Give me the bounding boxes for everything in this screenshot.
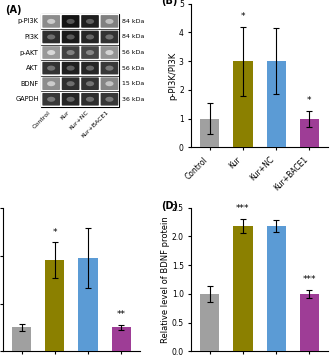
Text: (B): (B) <box>162 0 178 6</box>
Ellipse shape <box>86 50 94 55</box>
FancyBboxPatch shape <box>81 77 99 90</box>
FancyBboxPatch shape <box>62 31 79 43</box>
FancyBboxPatch shape <box>101 31 118 43</box>
FancyBboxPatch shape <box>81 62 99 75</box>
FancyBboxPatch shape <box>81 15 99 28</box>
Bar <box>266 226 286 351</box>
FancyBboxPatch shape <box>101 15 118 28</box>
FancyBboxPatch shape <box>42 62 60 75</box>
FancyBboxPatch shape <box>81 93 99 105</box>
Ellipse shape <box>47 66 55 71</box>
Text: (D): (D) <box>162 201 178 211</box>
Ellipse shape <box>86 97 94 102</box>
FancyBboxPatch shape <box>101 62 118 75</box>
FancyBboxPatch shape <box>101 93 118 105</box>
FancyBboxPatch shape <box>62 77 79 90</box>
FancyBboxPatch shape <box>62 46 79 59</box>
Bar <box>233 226 253 351</box>
Text: 15 kDa: 15 kDa <box>122 81 144 86</box>
FancyBboxPatch shape <box>42 46 60 59</box>
Text: 84 kDa: 84 kDa <box>122 34 144 39</box>
Ellipse shape <box>105 34 114 39</box>
Ellipse shape <box>47 81 55 86</box>
Y-axis label: p-PI3K/PI3K: p-PI3K/PI3K <box>168 51 177 99</box>
Bar <box>41 29 119 45</box>
Text: ***: *** <box>236 204 250 213</box>
FancyBboxPatch shape <box>81 31 99 43</box>
FancyBboxPatch shape <box>62 15 79 28</box>
Text: 84 kDa: 84 kDa <box>122 19 144 24</box>
Text: (A): (A) <box>5 5 21 15</box>
Text: BDNF: BDNF <box>21 81 39 87</box>
Text: GAPDH: GAPDH <box>15 96 39 102</box>
FancyBboxPatch shape <box>42 77 60 90</box>
Bar <box>45 261 65 351</box>
Text: AKT: AKT <box>26 65 39 71</box>
Bar <box>41 60 119 76</box>
Text: 36 kDa: 36 kDa <box>122 97 144 102</box>
Text: Control: Control <box>31 110 51 130</box>
Text: p-PI3K: p-PI3K <box>18 18 39 24</box>
Ellipse shape <box>105 50 114 55</box>
Bar <box>200 119 219 147</box>
Bar <box>41 76 119 92</box>
Ellipse shape <box>86 19 94 24</box>
Bar <box>12 328 31 351</box>
Bar <box>112 328 131 351</box>
Ellipse shape <box>67 34 75 39</box>
FancyBboxPatch shape <box>42 15 60 28</box>
Y-axis label: Relative level of BDNF protein: Relative level of BDNF protein <box>161 216 170 343</box>
Ellipse shape <box>105 66 114 71</box>
Bar <box>78 258 98 351</box>
FancyBboxPatch shape <box>81 46 99 59</box>
FancyBboxPatch shape <box>101 46 118 59</box>
Bar <box>300 294 319 351</box>
Bar <box>200 294 219 351</box>
Text: 56 kDa: 56 kDa <box>122 66 144 71</box>
Text: Kur: Kur <box>60 110 71 121</box>
Ellipse shape <box>67 81 75 86</box>
Bar <box>41 92 119 107</box>
Bar <box>266 61 286 147</box>
Ellipse shape <box>67 66 75 71</box>
Text: *: * <box>53 228 57 237</box>
Ellipse shape <box>86 81 94 86</box>
Text: **: ** <box>117 310 126 319</box>
Ellipse shape <box>67 97 75 102</box>
Bar <box>41 13 119 29</box>
Ellipse shape <box>86 66 94 71</box>
Text: p-AKT: p-AKT <box>20 50 39 55</box>
Ellipse shape <box>67 19 75 24</box>
Bar <box>233 61 253 147</box>
Ellipse shape <box>47 97 55 102</box>
Text: Kur+NC: Kur+NC <box>69 110 90 131</box>
Ellipse shape <box>47 19 55 24</box>
Ellipse shape <box>105 81 114 86</box>
Text: ***: *** <box>303 275 316 284</box>
Text: *: * <box>241 12 245 21</box>
FancyBboxPatch shape <box>62 62 79 75</box>
Bar <box>300 119 319 147</box>
Ellipse shape <box>86 34 94 39</box>
Text: Kur+BACE1: Kur+BACE1 <box>80 110 110 139</box>
Text: 56 kDa: 56 kDa <box>122 50 144 55</box>
FancyBboxPatch shape <box>62 93 79 105</box>
Ellipse shape <box>67 50 75 55</box>
Ellipse shape <box>105 97 114 102</box>
FancyBboxPatch shape <box>101 77 118 90</box>
Bar <box>41 13 119 107</box>
Ellipse shape <box>47 50 55 55</box>
Text: *: * <box>307 96 312 105</box>
Ellipse shape <box>47 34 55 39</box>
Ellipse shape <box>105 19 114 24</box>
Text: PI3K: PI3K <box>24 34 39 40</box>
FancyBboxPatch shape <box>42 31 60 43</box>
FancyBboxPatch shape <box>42 93 60 105</box>
Bar <box>41 45 119 60</box>
